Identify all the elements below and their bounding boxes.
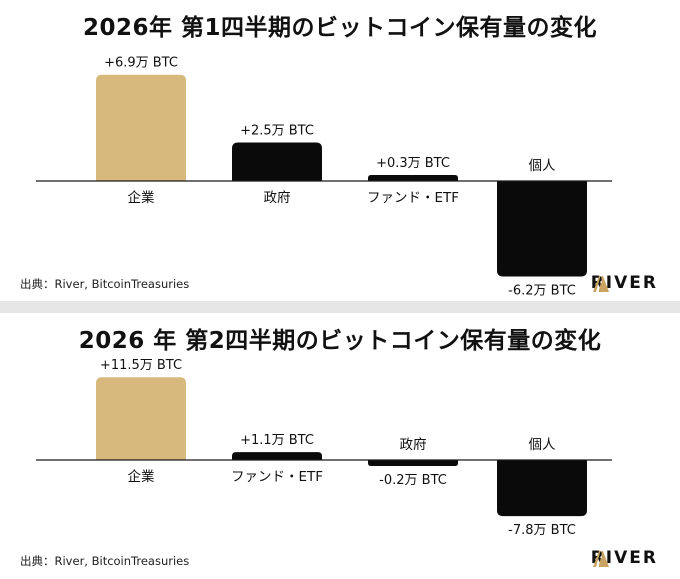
value-label-3: -0.2万 BTC — [379, 473, 447, 488]
category-label-2: 政府 — [264, 190, 291, 206]
river-logo: RIVER — [591, 548, 658, 568]
bar-1 — [96, 74, 186, 181]
category-label-3: 政府 — [400, 437, 427, 453]
value-label-2: +2.5万 BTC — [240, 124, 314, 139]
category-label-4: 個人 — [529, 158, 557, 174]
chart-panel-q2: 2026 年 第2四半期のビットコイン保有量の変化 +11.5万 BTC 企業 +1… — [0, 313, 680, 579]
category-label-1: 企業 — [128, 189, 155, 206]
chart-title: 2026 年 第2四半期のビットコイン保有量の変化 — [78, 328, 602, 354]
value-label-1: +11.5万 BTC — [100, 358, 182, 373]
river-mountain-icon — [592, 276, 609, 292]
category-label-2: ファンド・ETF — [231, 469, 323, 485]
value-label-4: -7.8万 BTC — [508, 523, 576, 538]
value-label-4: -6.2万 BTC — [508, 283, 576, 298]
value-label-1: +6.9万 BTC — [104, 56, 178, 71]
bar-3 — [368, 175, 458, 181]
category-label-3: ファンド・ETF — [367, 190, 459, 206]
source-note: 出典：River, BitcoinTreasuries — [20, 554, 190, 568]
bar-3 — [368, 460, 458, 466]
bar-chart-q2: +11.5万 BTC 企業 +1.1万 BTC ファンド・ETF 政府 -0.2万 BTC… — [36, 358, 612, 538]
bar-2 — [232, 452, 322, 460]
source-note: 出典：River, BitcoinTreasuries — [20, 277, 190, 291]
chart-panel-q1: 2026年 第1四半期のビットコイン保有量の変化 +6.9万 BTC 企業 +2.5… — [0, 0, 680, 301]
river-mountain-icon — [592, 551, 609, 567]
bar-2 — [232, 142, 322, 181]
chart-title: 2026年 第1四半期のビットコイン保有量の変化 — [82, 15, 598, 41]
bar-4 — [497, 460, 587, 517]
bar-chart-q1: +6.9万 BTC 企業 +2.5万 BTC 政府 +0.3万 BTC ファンド・ETF 個… — [36, 56, 612, 298]
value-label-3: +0.3万 BTC — [376, 156, 450, 171]
bar-4 — [497, 181, 587, 277]
bar-1 — [96, 377, 186, 460]
value-label-2: +1.1万 BTC — [240, 433, 314, 448]
category-label-4: 個人 — [529, 437, 557, 453]
river-logo: RIVER — [591, 273, 658, 293]
category-label-1: 企業 — [128, 468, 155, 485]
